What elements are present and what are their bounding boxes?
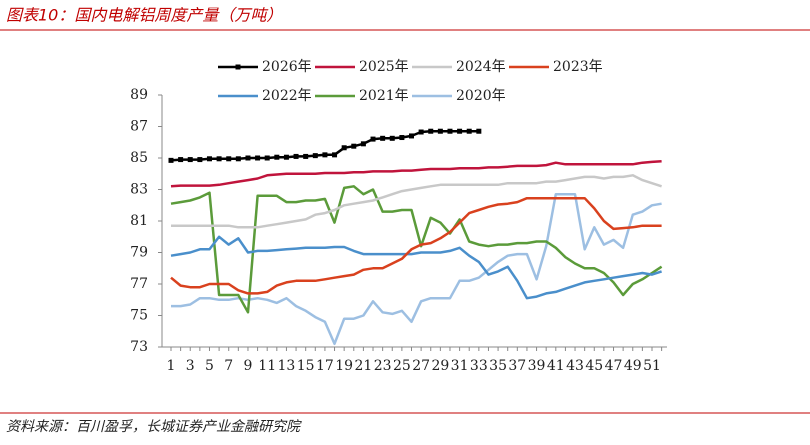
x-tick-label: 51 <box>643 358 661 374</box>
x-tick-label: 31 <box>451 358 469 374</box>
point-marker <box>428 128 434 134</box>
x-tick-label: 49 <box>624 358 642 374</box>
y-tick-label: 77 <box>130 276 148 292</box>
x-tick-label: 25 <box>393 358 411 374</box>
point-marker <box>341 145 347 151</box>
legend-label: 2026年 <box>262 59 312 75</box>
point-marker <box>264 155 270 161</box>
x-tick-label: 41 <box>547 358 565 374</box>
x-tick-label: 43 <box>566 358 584 374</box>
x-tick-label: 33 <box>470 358 488 374</box>
y-tick-label: 83 <box>130 182 148 198</box>
series-line <box>171 174 662 229</box>
legend-label: 2021年 <box>359 88 409 104</box>
x-tick-label: 39 <box>528 358 546 374</box>
point-marker <box>293 153 299 159</box>
point-marker <box>360 141 366 147</box>
point-marker <box>187 157 193 163</box>
point-marker <box>370 136 376 142</box>
point-marker <box>389 135 395 141</box>
point-marker <box>274 154 280 160</box>
point-marker <box>322 152 328 158</box>
legend-label: 2022年 <box>262 88 312 104</box>
x-tick-label: 27 <box>412 358 430 374</box>
y-tick-label: 87 <box>130 119 148 135</box>
x-tick-label: 11 <box>258 358 276 374</box>
y-tick-label: 85 <box>130 150 148 166</box>
point-marker <box>178 157 184 163</box>
x-tick-label: 7 <box>224 358 233 374</box>
point-marker <box>303 153 309 159</box>
point-marker <box>235 156 241 162</box>
point-marker <box>283 154 289 160</box>
series-line <box>170 196 662 295</box>
series-line <box>171 192 662 346</box>
point-marker <box>476 128 482 134</box>
x-tick-label: 47 <box>605 358 623 374</box>
point-marker <box>447 128 453 134</box>
source-note: 资料来源：百川盈孚，长城证券产业金融研究院 <box>6 419 302 435</box>
x-tick-label: 45 <box>585 358 603 374</box>
x-tick-label: 21 <box>354 358 372 374</box>
point-marker <box>457 128 463 134</box>
point-marker <box>216 156 222 162</box>
series-line <box>170 159 662 188</box>
y-tick-label: 75 <box>130 308 148 324</box>
point-marker <box>351 143 357 149</box>
chart-title: 图表10：国内电解铝周度产量（万吨） <box>6 6 282 25</box>
x-tick-label: 15 <box>297 358 315 374</box>
y-tick-label: 79 <box>130 245 148 261</box>
x-tick-label: 1 <box>167 358 176 374</box>
x-tick-label: 9 <box>243 358 252 374</box>
y-tick-label: 81 <box>130 213 148 229</box>
x-tick-label: 35 <box>489 358 507 374</box>
x-tick-label: 3 <box>186 358 195 374</box>
point-marker <box>332 152 338 158</box>
legend-label: 2024年 <box>456 59 506 75</box>
point-marker <box>380 135 386 141</box>
point-marker <box>206 156 212 162</box>
series-line <box>170 235 662 300</box>
point-marker <box>437 128 443 134</box>
x-tick-label: 29 <box>431 358 449 374</box>
x-tick-label: 23 <box>374 358 392 374</box>
legend-label: 2023年 <box>553 59 603 75</box>
point-marker <box>312 153 318 159</box>
legend-label: 2025年 <box>359 59 409 75</box>
point-marker <box>409 133 414 139</box>
point-marker <box>168 157 174 163</box>
point-marker <box>399 135 405 141</box>
legend-marker <box>235 64 241 70</box>
point-marker <box>245 155 251 161</box>
point-marker <box>418 129 424 135</box>
series-line <box>170 185 663 314</box>
x-tick-label: 37 <box>508 358 526 374</box>
y-tick-label: 73 <box>130 339 148 355</box>
x-tick-label: 5 <box>205 358 214 374</box>
x-tick-label: 17 <box>316 358 334 374</box>
x-tick-label: 13 <box>278 358 296 374</box>
y-tick-label: 89 <box>130 87 148 103</box>
legend-label: 2020年 <box>456 88 506 104</box>
point-marker <box>226 156 232 162</box>
point-marker <box>466 128 472 134</box>
x-tick-label: 19 <box>335 358 353 374</box>
point-marker <box>255 155 261 161</box>
point-marker <box>197 157 203 163</box>
